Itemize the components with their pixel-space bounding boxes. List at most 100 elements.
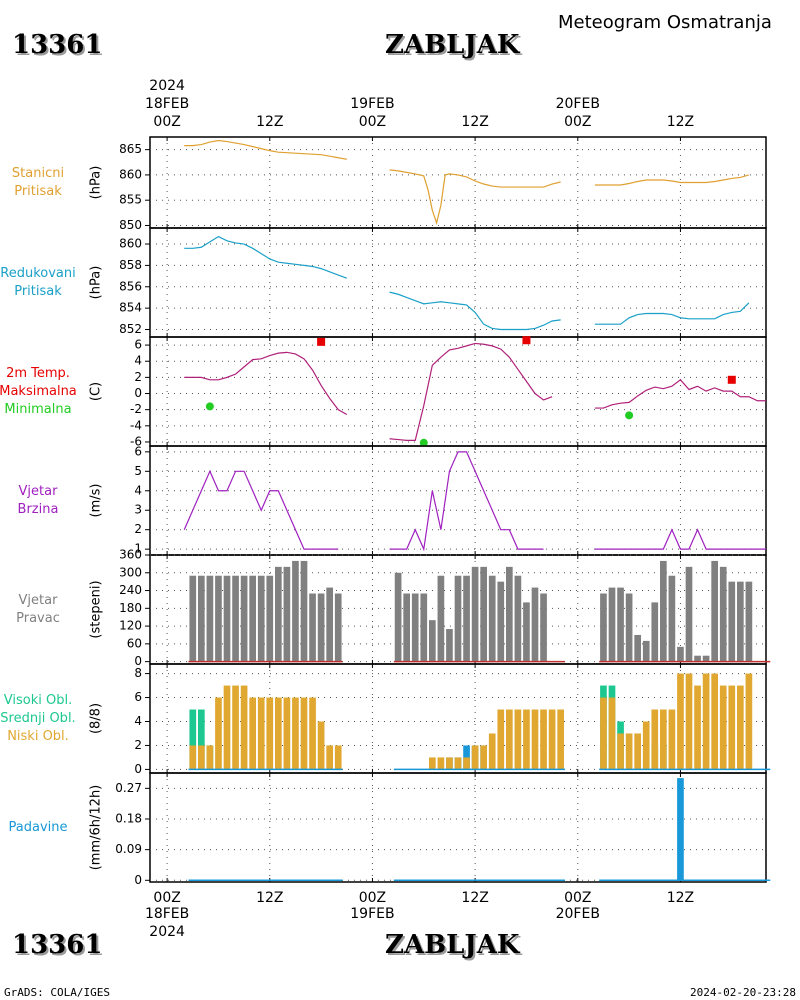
- y-tick-label: 60: [127, 636, 142, 650]
- bar: [334, 593, 342, 662]
- panel-label: Visoki Obl.: [4, 693, 72, 708]
- y-tick-label: 0: [134, 386, 142, 400]
- tmax-marker: [727, 375, 736, 384]
- axis-hour-top-label: 12Z: [256, 114, 283, 130]
- panel-label: Vjetar: [19, 484, 59, 499]
- panel-frame: [149, 772, 767, 883]
- panel-label: Vjetar: [19, 593, 59, 608]
- bar: [531, 587, 539, 662]
- bar: [505, 709, 513, 770]
- bar: [711, 560, 719, 662]
- tmax-marker: [522, 336, 531, 345]
- y-tick-label: 0.27: [115, 781, 142, 795]
- bar: [249, 697, 257, 770]
- meteogram-panel-7: 0 0.09 0.18 0.27 (mm/6h/12h) Padavine: [9, 772, 767, 887]
- series-line: [184, 235, 347, 279]
- bar: [685, 566, 693, 662]
- tmin-marker: [625, 411, 634, 420]
- y-tick-label: 300: [119, 565, 142, 579]
- station-id-top: 13361: [12, 30, 103, 60]
- bar: [309, 593, 316, 662]
- bar: [668, 709, 676, 770]
- axis-hour-bottom-label: 12Z: [461, 890, 488, 906]
- bar: [514, 575, 522, 662]
- axis-date-bottom-label: 19FEB: [350, 906, 394, 922]
- bar: [292, 560, 299, 662]
- station-name-bottom: ZABLJAK: [385, 930, 520, 960]
- bar: [326, 745, 334, 770]
- axis-hour-top-label: 12Z: [667, 114, 694, 130]
- bar: [728, 581, 736, 662]
- y-tick-label: 855: [119, 193, 142, 207]
- bar: [437, 757, 445, 770]
- bar: [719, 566, 727, 662]
- bar: [523, 709, 530, 770]
- station-name-top: ZABLJAK: [385, 30, 520, 60]
- axis-hour-bottom-label: 12Z: [667, 890, 694, 906]
- y-axis-unit-label: (stepeni): [89, 580, 104, 638]
- bar: [540, 593, 547, 662]
- bar: [540, 709, 547, 770]
- bar: [317, 721, 325, 770]
- meteogram-panel-4: 1 2 3 4 5 6 (m/s) Vjetar Brzina: [18, 444, 767, 556]
- bar: [531, 709, 539, 770]
- y-axis-unit-label: (8/8): [89, 703, 104, 734]
- meteogram-panel-3: -6 -4 -2 0 2 4 6 (C) 2m Temp. Maksimalna Minimalna: [0, 336, 767, 448]
- axis-date-bottom-label: 20FEB: [556, 906, 600, 922]
- series-line: [183, 469, 339, 550]
- bar: [471, 745, 479, 770]
- series-line: [389, 169, 561, 226]
- axis-hour-top-label: 00Z: [359, 114, 386, 130]
- panel-frame: [149, 336, 767, 447]
- series-line: [594, 528, 766, 550]
- y-tick-label: -2: [130, 402, 142, 416]
- bar: [283, 566, 291, 662]
- meteogram-panel-5: 0 60 120 180 240 300 360 (stepeni) Vjetar Pravac: [16, 548, 767, 668]
- bar: [223, 575, 231, 662]
- bar: [334, 745, 342, 770]
- bar: [428, 757, 436, 770]
- bar: [634, 634, 642, 662]
- bar: [215, 575, 222, 662]
- series-line: [594, 174, 750, 186]
- y-tick-label: 1: [134, 542, 142, 556]
- panel-label: 2m Temp.: [6, 366, 70, 381]
- y-tick-label: 854: [119, 301, 142, 315]
- bar: [625, 733, 633, 770]
- bar: [480, 745, 488, 770]
- bar: [249, 575, 257, 662]
- y-tick-label: 3: [134, 503, 142, 517]
- footer-software-credit: GrADS: COLA/IGES: [4, 986, 110, 999]
- bar: [326, 587, 334, 662]
- y-tick-label: 860: [119, 167, 142, 181]
- bar: [420, 593, 428, 662]
- bar: [659, 709, 667, 770]
- y-tick-label: 858: [119, 258, 142, 272]
- bar: [463, 757, 470, 770]
- bar: [240, 575, 248, 662]
- bar: [548, 709, 556, 770]
- bar: [642, 721, 650, 770]
- bar: [197, 709, 205, 770]
- axis-hour-bottom-label: 00Z: [359, 890, 386, 906]
- bar: [283, 697, 291, 770]
- footer-timestamp: 2024-02-20-23:28: [690, 986, 796, 999]
- tmin-marker: [419, 438, 428, 447]
- bar: [471, 566, 479, 662]
- y-tick-label: 2: [134, 738, 142, 752]
- y-tick-label: -4: [130, 418, 142, 432]
- series-line: [184, 139, 347, 160]
- bar: [206, 745, 214, 770]
- bar: [428, 620, 436, 662]
- bar: [437, 575, 445, 662]
- y-tick-label: 6: [134, 444, 142, 458]
- bar: [497, 581, 505, 662]
- bar: [232, 685, 239, 770]
- bar: [411, 593, 419, 662]
- y-axis-unit-label: (mm/6h/12h): [89, 785, 104, 871]
- panel-label: Minimalna: [4, 402, 71, 417]
- y-axis-unit-label: (C): [89, 382, 104, 401]
- y-tick-label: 860: [119, 237, 142, 251]
- y-axis-unit-label: (hPa): [89, 166, 104, 200]
